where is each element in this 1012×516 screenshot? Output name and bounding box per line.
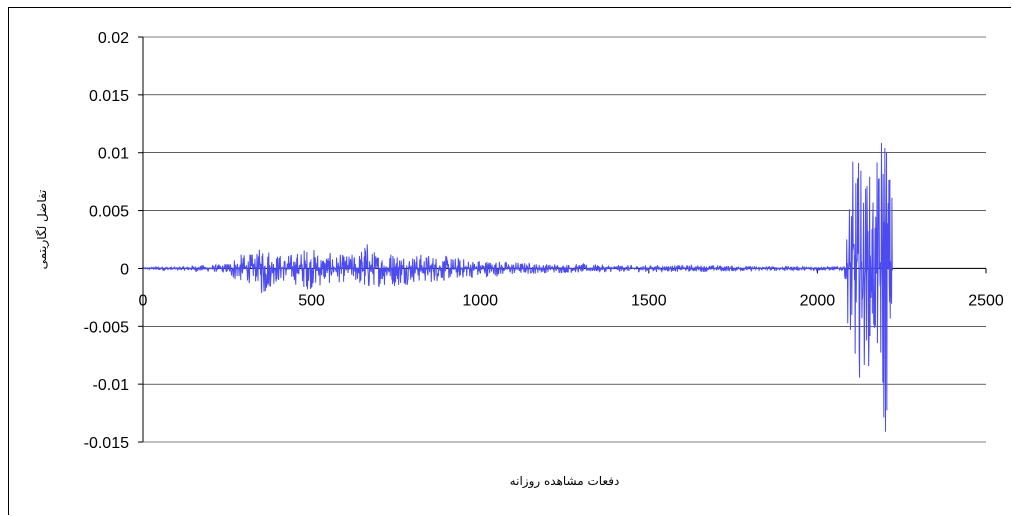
line-chart: 0.02 0.015 0.01 0.005 0 -0.005 -0.01 -0.015 0 500…	[35, 30, 1004, 489]
x-tick-label: 1000	[462, 292, 498, 309]
x-tick-label: 0	[139, 292, 148, 309]
y-tick-label: 0.015	[89, 88, 129, 105]
x-tick-label: 2000	[800, 292, 836, 309]
y-tick-label: 0.02	[98, 30, 129, 47]
y-tick-label: 0.005	[89, 204, 129, 221]
x-tick-label: 1500	[631, 292, 667, 309]
gridlines	[143, 36, 986, 443]
y-tick-label: -0.01	[93, 377, 130, 394]
chart-frame: 0.02 0.015 0.01 0.005 0 -0.005 -0.01 -0.015 0 500…	[8, 7, 1011, 515]
series-line	[142, 142, 894, 432]
x-tick-label: 500	[298, 292, 325, 309]
y-tick-label: 0	[120, 261, 129, 278]
y-axis-title: تفاضل لگاریتمی	[35, 190, 50, 270]
x-tick-label: 2500	[968, 292, 1004, 309]
x-axis-title: دفعات مشاهده روزانه	[510, 474, 620, 489]
y-tick-label: 0.01	[98, 146, 129, 163]
axis-ticks: 0.02 0.015 0.01 0.005 0 -0.005 -0.01 -0.015 0 500…	[84, 30, 1004, 452]
y-tick-label: -0.015	[84, 435, 129, 452]
y-tick-label: -0.005	[84, 319, 129, 336]
